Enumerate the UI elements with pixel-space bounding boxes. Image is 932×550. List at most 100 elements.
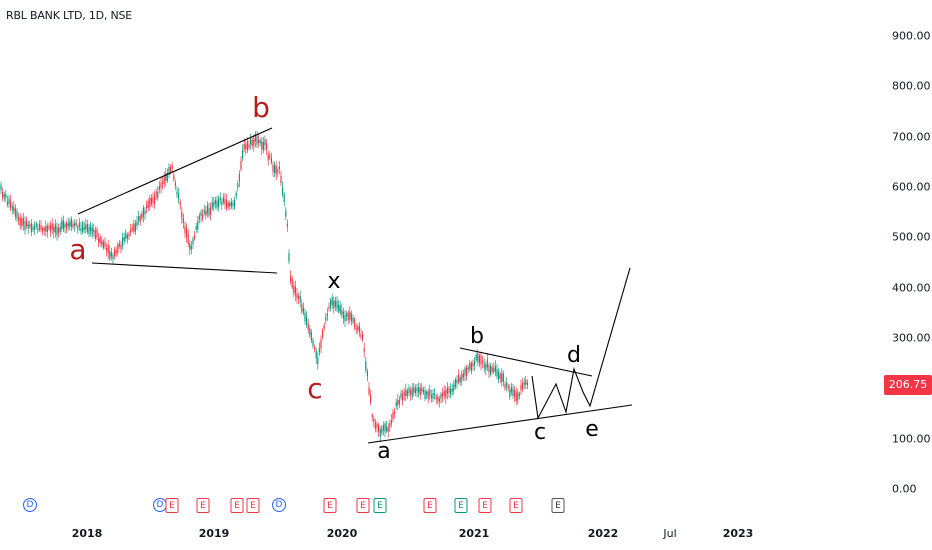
earnings-marker[interactable]: E	[356, 498, 370, 513]
trend-line	[367, 404, 633, 444]
candle-body	[218, 199, 220, 208]
candle-body	[91, 227, 93, 235]
candle-body	[392, 412, 394, 420]
candle-body	[370, 394, 372, 403]
candle-body	[360, 334, 362, 338]
candle-body	[32, 227, 34, 230]
candle-body	[493, 368, 495, 372]
candle-body	[2, 191, 4, 198]
candle-body	[120, 244, 122, 250]
candle-body	[509, 389, 511, 398]
candle-body	[195, 226, 197, 230]
candle-body	[344, 315, 346, 321]
earnings-marker[interactable]: E	[551, 498, 565, 513]
earnings-marker[interactable]: E	[373, 498, 387, 513]
candle-body	[432, 393, 434, 399]
time-axis[interactable]: 2018 2019 2020 2021 2022 Jul 2023	[0, 520, 872, 550]
candle-body	[459, 377, 461, 383]
time-tick: 2022	[587, 527, 619, 540]
candle-body	[187, 234, 189, 244]
earnings-marker[interactable]: E	[196, 498, 210, 513]
trend-line	[91, 262, 278, 274]
candle-body	[389, 423, 391, 428]
candle-body	[318, 348, 320, 353]
wave-label[interactable]: c	[307, 372, 323, 405]
candle-body	[286, 223, 288, 227]
dividend-marker[interactable]: D	[23, 498, 37, 512]
candle-body	[504, 383, 506, 389]
candle-body	[394, 411, 396, 415]
candle-body	[158, 186, 160, 190]
time-tick: 2023	[722, 527, 754, 540]
candle-body	[243, 143, 245, 150]
candle-body	[162, 181, 164, 184]
candle-body	[245, 144, 247, 149]
candle-body	[37, 228, 39, 231]
candle-body	[323, 325, 325, 329]
wave-label[interactable]: b	[470, 324, 484, 349]
wave-label[interactable]: a	[69, 233, 87, 266]
candle-body	[472, 362, 474, 367]
wave-label[interactable]: a	[377, 439, 391, 464]
candle-body	[414, 388, 416, 393]
dividend-marker[interactable]: D	[272, 498, 286, 512]
price-tick: 700.00	[892, 130, 931, 144]
candle-body	[155, 192, 157, 195]
candle-body	[256, 136, 258, 145]
candle-body	[259, 140, 261, 144]
candle-body	[397, 400, 399, 406]
candle-body	[235, 192, 237, 197]
earnings-marker[interactable]: E	[230, 498, 244, 513]
candle-body	[402, 393, 404, 401]
candle-body	[494, 365, 496, 372]
candle-body	[523, 382, 525, 385]
price-plot[interactable]	[0, 0, 872, 520]
wave-label[interactable]: e	[585, 417, 599, 442]
wave-label[interactable]: c	[533, 420, 547, 445]
wave-label[interactable]: b	[252, 91, 270, 124]
candle-body	[285, 210, 287, 217]
candle-body	[29, 224, 31, 227]
earnings-marker[interactable]: E	[454, 498, 468, 513]
candle-body	[278, 166, 280, 170]
earnings-marker[interactable]: E	[478, 498, 492, 513]
candle-body	[446, 387, 448, 394]
candle-body	[395, 402, 397, 406]
earnings-marker[interactable]: E	[323, 498, 337, 513]
candle-body	[118, 243, 120, 247]
candle-body	[498, 371, 500, 380]
candle-body	[301, 304, 303, 312]
candle-body	[59, 226, 61, 232]
wave-label[interactable]: x	[327, 269, 341, 294]
candle-body	[128, 233, 130, 237]
candle-body	[378, 424, 380, 432]
candle-body	[246, 141, 248, 151]
symbol-title: RBL BANK LTD, 1D, NSE	[6, 9, 133, 22]
candle-body	[525, 379, 527, 385]
candle-body	[317, 357, 319, 364]
earnings-marker[interactable]: E	[165, 498, 179, 513]
earnings-marker[interactable]: E	[423, 498, 437, 513]
candle-body	[379, 429, 381, 437]
candle-body	[35, 223, 37, 228]
candle-body	[338, 304, 340, 312]
candle-body	[422, 389, 424, 393]
candle-body	[331, 297, 333, 305]
candle-body	[171, 165, 173, 169]
candle-body	[110, 252, 112, 257]
candle-body	[13, 206, 15, 212]
candle-body	[78, 222, 80, 227]
price-tick: 300.00	[892, 331, 931, 345]
candle-body	[75, 222, 77, 226]
candle-body	[67, 223, 69, 227]
earnings-marker[interactable]: E	[246, 498, 260, 513]
wave-label[interactable]: d	[567, 343, 581, 368]
candle-body	[387, 427, 389, 433]
price-axis[interactable]: 900.00 800.00 700.00 600.00 500.00 400.00 300.…	[872, 0, 932, 515]
candle-body	[226, 199, 228, 209]
candle-body	[403, 392, 405, 396]
candle-body	[18, 217, 20, 221]
candle-body	[229, 202, 231, 207]
earnings-marker[interactable]: E	[509, 498, 523, 513]
